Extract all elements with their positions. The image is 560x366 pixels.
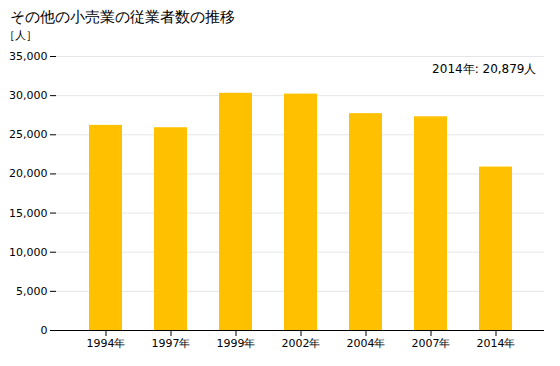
- svg-text:5,000: 5,000: [16, 285, 48, 298]
- svg-text:2007年: 2007年: [412, 337, 451, 350]
- svg-text:15,000: 15,000: [9, 207, 48, 220]
- svg-text:2002年: 2002年: [282, 337, 321, 350]
- svg-text:1997年: 1997年: [152, 337, 191, 350]
- svg-text:10,000: 10,000: [9, 246, 48, 259]
- svg-text:［人］: ［人］: [4, 29, 37, 42]
- svg-text:0: 0: [41, 324, 48, 337]
- html-text:その他の小売業の従業者数の推移: その他の小売業の従業者数の推移: [10, 8, 235, 26]
- svg-text:20,000: 20,000: [9, 167, 48, 180]
- svg-text:1994年: 1994年: [87, 337, 126, 350]
- svg-text:2014年: 20,879人: 2014年: 20,879人: [432, 62, 536, 76]
- svg-text:2014年: 2014年: [477, 337, 516, 350]
- svg-text:1999年: 1999年: [217, 337, 256, 350]
- svg-text:25,000: 25,000: [9, 128, 48, 141]
- svg-text:2004年: 2004年: [347, 337, 386, 350]
- svg-text:30,000: 30,000: [9, 89, 48, 102]
- svg-text:35,000: 35,000: [9, 50, 48, 63]
